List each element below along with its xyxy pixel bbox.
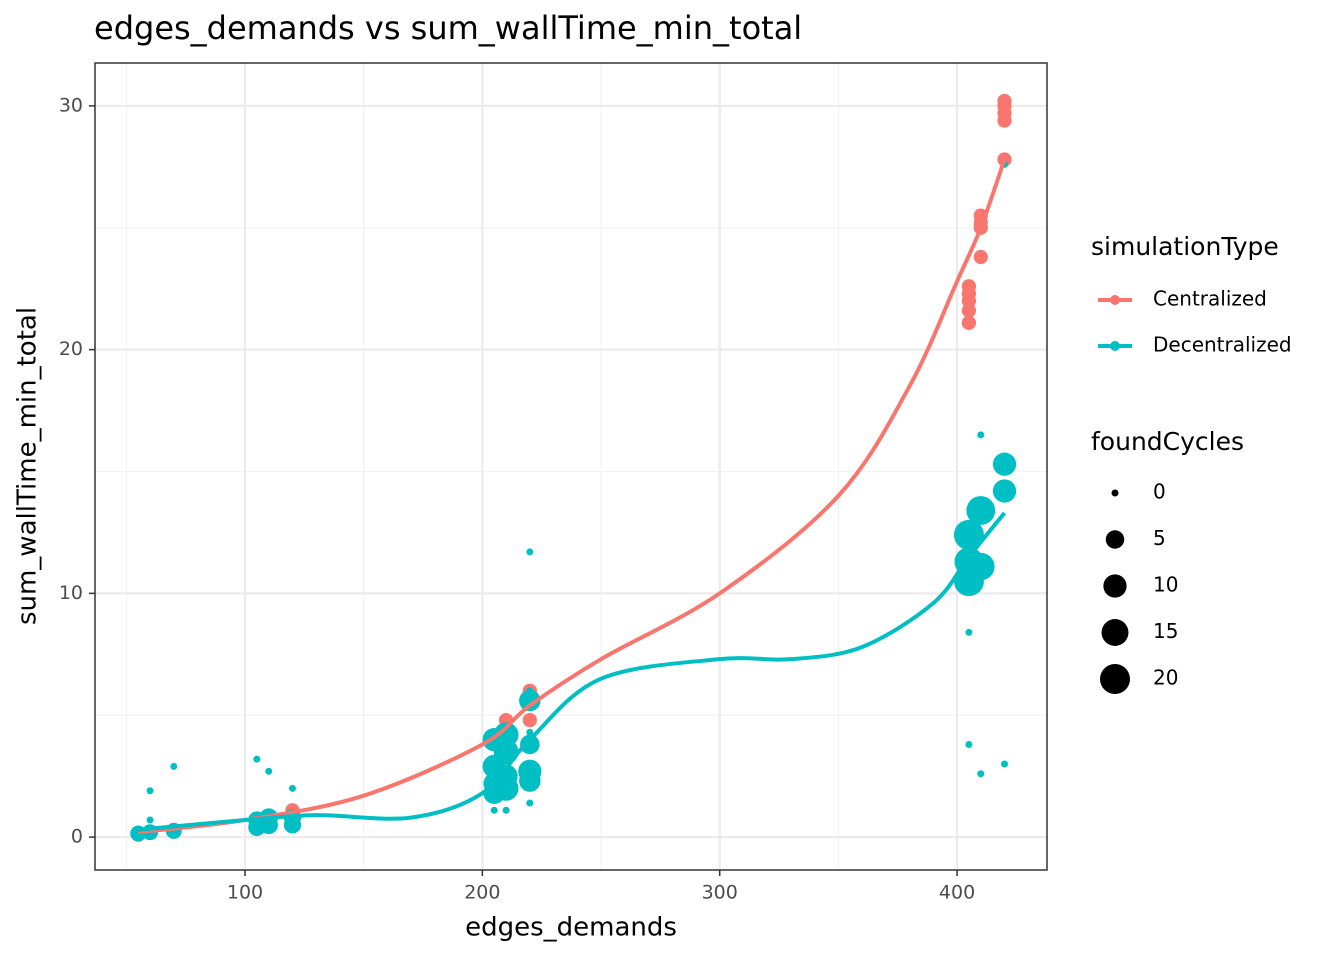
point [288, 784, 296, 792]
point [977, 770, 985, 778]
point [953, 519, 984, 550]
size-legend-dot [1101, 619, 1129, 646]
point [961, 303, 977, 318]
point [997, 93, 1012, 109]
point [992, 452, 1017, 476]
point [146, 787, 154, 795]
x-tick-label: 300 [702, 882, 738, 904]
size-legend-dot [1111, 489, 1119, 497]
point [965, 740, 973, 748]
size-legend-dot [1103, 574, 1127, 598]
plot-data [130, 93, 1017, 842]
point [146, 816, 154, 824]
y-axis-title: sum_wallTime_min_total [13, 307, 43, 625]
size-legend-label: 5 [1153, 526, 1166, 550]
panel-border [94, 62, 1048, 871]
x-tick-label: 100 [227, 882, 263, 904]
y-tick-label: 10 [59, 582, 83, 604]
size-legend-dot [1100, 664, 1130, 694]
point [1001, 760, 1009, 768]
point [518, 759, 542, 783]
point [490, 806, 498, 814]
point [502, 806, 510, 814]
legend-label: Decentralized [1153, 333, 1292, 357]
point [526, 548, 534, 556]
y-tick-label: 30 [59, 94, 83, 116]
point [253, 755, 261, 763]
point [973, 249, 988, 265]
point [965, 628, 973, 636]
point [977, 431, 985, 439]
size-legend-title: foundCycles [1091, 427, 1244, 456]
point [265, 767, 273, 775]
point [966, 552, 995, 581]
point [997, 152, 1012, 167]
y-tick-label: 0 [71, 826, 83, 848]
x-tick-label: 400 [939, 882, 975, 904]
x-tick-label: 200 [464, 882, 500, 904]
point [526, 728, 534, 736]
legend-dot [1110, 341, 1120, 351]
point [966, 496, 996, 525]
point [520, 734, 540, 755]
legend-dot [1110, 295, 1120, 305]
point [494, 764, 518, 788]
size-legend-dot [1105, 530, 1125, 549]
smooth-line [137, 158, 1007, 835]
legend-title: simulationType [1091, 232, 1279, 261]
point [961, 315, 977, 330]
point [170, 762, 178, 770]
smooth-line [138, 511, 1007, 832]
point [522, 712, 537, 728]
point [519, 689, 541, 712]
legend-label: Centralized [1153, 287, 1267, 311]
size-legend-label: 20 [1153, 666, 1178, 690]
size-legend-label: 10 [1153, 573, 1178, 597]
chart-title: edges_demands vs sum_wallTime_min_total [94, 9, 802, 47]
point [992, 479, 1017, 503]
y-tick-label: 20 [59, 338, 83, 360]
size-legend-label: 0 [1153, 480, 1166, 504]
point [526, 799, 534, 807]
point [493, 722, 519, 748]
grid [95, 63, 1047, 870]
x-axis-title: edges_demands [465, 913, 677, 943]
size-legend-label: 15 [1153, 619, 1178, 643]
point [961, 279, 977, 294]
